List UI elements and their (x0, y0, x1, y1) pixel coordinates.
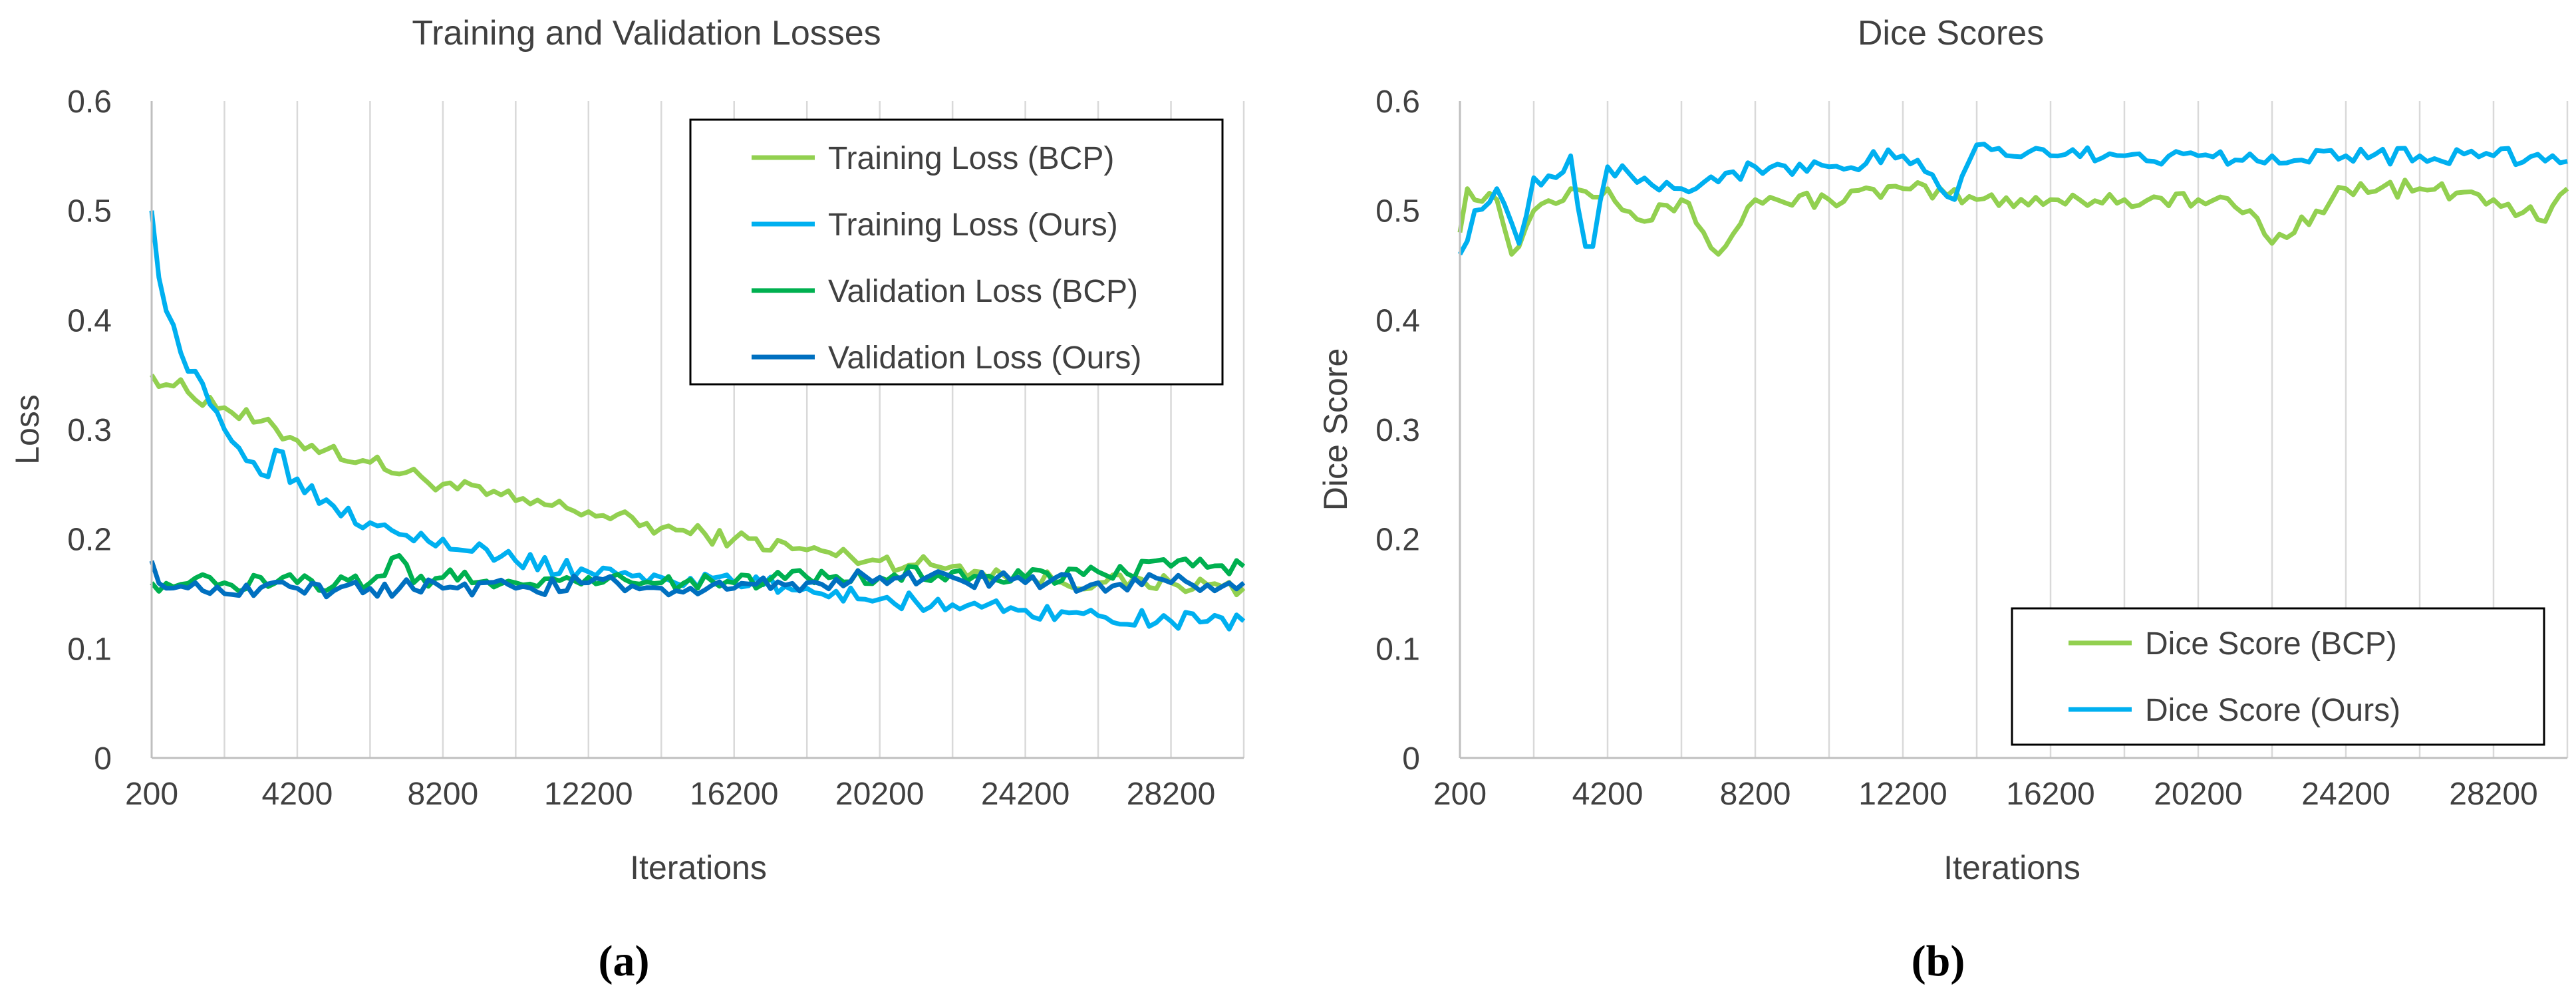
dice-chart-y-tick-label: 0.3 (1375, 413, 1420, 448)
dice-chart-x-tick-label: 16200 (2006, 777, 2094, 812)
loss-chart-x-tick-label: 16200 (690, 777, 778, 812)
dice-chart-x-tick-label: 4200 (1572, 777, 1644, 812)
dice-chart-x-axis-label: Iterations (1943, 849, 2080, 886)
loss-chart-legend-label: Training Loss (Ours) (828, 207, 1118, 243)
dice-chart-y-tick-label: 0.1 (1375, 632, 1420, 667)
dice-chart-x-tick-label: 28200 (2449, 777, 2537, 812)
loss-chart-y-tick-label: 0.3 (67, 413, 112, 448)
dice-chart-x-tick-label: 20200 (2154, 777, 2242, 812)
loss-chart-x-tick-label: 8200 (407, 777, 478, 812)
loss-chart-title: Training and Validation Losses (412, 14, 881, 53)
loss-chart-x-tick-labels: 200 4200 8200 12200 16200 20200 24200 28200 (125, 777, 1215, 812)
dice-chart-y-tick-labels: 0 0.1 0.2 0.3 0.4 0.5 0.6 (1375, 84, 1420, 777)
dice-chart-legend: Dice Score (BCP) Dice Score (Ours) (2011, 607, 2545, 746)
loss-chart-series-group (149, 210, 1246, 632)
loss-chart-legend-label: Validation Loss (BCP) (828, 274, 1138, 309)
dice-chart-x-tick-label: 12200 (1858, 777, 1947, 812)
loss-chart-y-tick-labels: 0 0.1 0.2 0.3 0.4 0.5 0.6 (67, 84, 112, 777)
loss-chart-x-axis-label: Iterations (630, 849, 767, 886)
dice-chart-gridlines (1532, 101, 2569, 758)
loss-chart-legend-box (689, 118, 1224, 386)
dice-chart-legend-label: Dice Score (BCP) (2145, 626, 2397, 662)
loss-chart-y-tick-label: 0.5 (67, 194, 112, 229)
dice-chart-y-tick-label: 0.5 (1375, 194, 1420, 229)
dice-chart-title: Dice Scores (1858, 14, 2044, 53)
dice-chart-y-tick-label: 0 (1402, 741, 1420, 777)
loss-chart-x-tick-label: 20200 (835, 777, 924, 812)
loss-chart-series-validation-loss-ours (149, 560, 1246, 600)
dice-chart-legend-label: Dice Score (Ours) (2145, 693, 2400, 728)
dice-chart-series-group (1457, 142, 2569, 257)
loss-chart-legend-label: Validation Loss (Ours) (828, 340, 1141, 376)
dice-chart-series-dice-score-bcp (1457, 178, 2569, 257)
dice-chart-y-axis-label: Dice Score (1317, 348, 1354, 511)
loss-chart-x-tick-label: 24200 (981, 777, 1070, 812)
loss-chart-y-tick-label: 0.2 (67, 523, 112, 558)
loss-chart-legend-label: Training Loss (BCP) (828, 141, 1114, 176)
dice-chart-x-tick-label: 8200 (1720, 777, 1791, 812)
dice-chart-x-tick-labels: 200 4200 8200 12200 16200 20200 24200 28200 (1433, 777, 2538, 812)
dice-chart-y-tick-label: 0.6 (1375, 84, 1420, 120)
dice-chart-series-dice-score-ours (1457, 142, 2568, 256)
loss-chart-y-tick-label: 0.1 (67, 632, 112, 667)
panel-label-a: (a) (599, 937, 650, 985)
loss-chart-y-tick-label: 0 (94, 741, 112, 777)
dice-chart-x-tick-label: 24200 (2301, 777, 2390, 812)
loss-chart-y-axis-label: Loss (9, 394, 46, 465)
dice-chart-panel: Dice Scores 200 4200 8200 12200 16200 20200 24… (1317, 14, 2569, 985)
dice-chart-x-tick-label: 200 (1433, 777, 1487, 812)
loss-chart-y-tick-label: 0.6 (67, 84, 112, 120)
loss-chart-x-tick-label: 4200 (262, 777, 333, 812)
loss-chart-panel: Training and Validation Losses 200 4200 82… (9, 14, 1246, 985)
panel-label-b: (b) (1912, 937, 1965, 985)
loss-chart-x-tick-label: 12200 (544, 777, 633, 812)
dice-chart-y-tick-label: 0.4 (1375, 303, 1420, 338)
loss-chart-x-tick-label: 200 (125, 777, 178, 812)
dice-chart-legend-box (2011, 607, 2545, 746)
dice-chart-y-tick-label: 0.2 (1375, 523, 1420, 558)
loss-chart-series-validation-loss-bcp (150, 553, 1246, 594)
loss-chart-legend: Training Loss (BCP) Training Loss (Ours) V… (689, 118, 1224, 386)
loss-chart-x-tick-label: 28200 (1127, 777, 1215, 812)
loss-chart-y-tick-label: 0.4 (67, 303, 112, 338)
